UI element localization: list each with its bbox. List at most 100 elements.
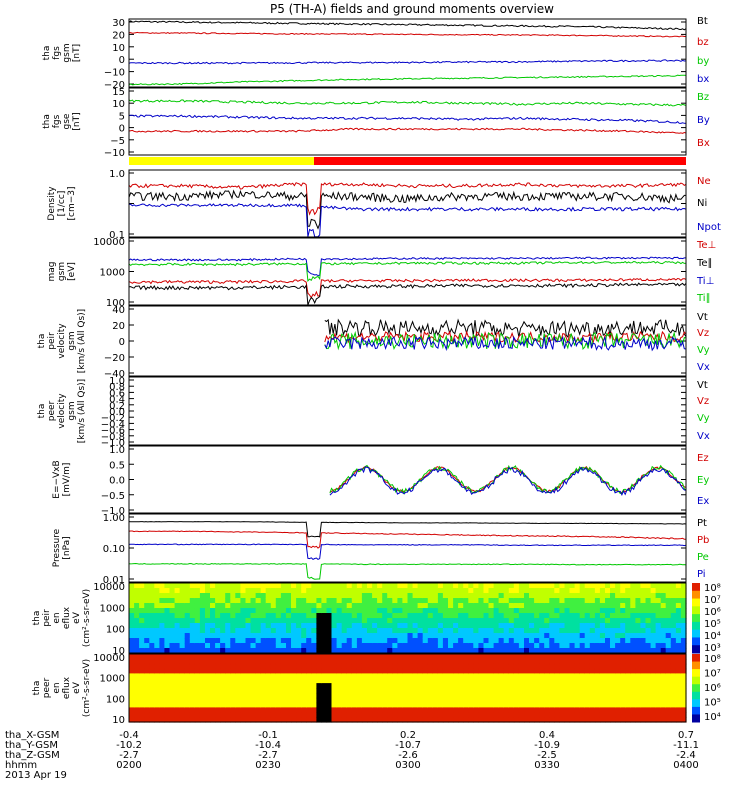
heat-cell bbox=[473, 648, 479, 654]
heat-cell bbox=[569, 663, 576, 670]
heat-cell bbox=[625, 633, 631, 639]
heat-cell bbox=[361, 688, 368, 694]
heat-cell bbox=[377, 638, 383, 644]
heat-cell bbox=[220, 608, 226, 614]
heat-cell bbox=[341, 683, 348, 689]
heat-cell bbox=[331, 717, 338, 723]
heat-cell bbox=[508, 628, 515, 634]
ylabel-fgs: tha fgs gsm [nT] bbox=[42, 43, 82, 62]
heat-cell bbox=[640, 658, 647, 665]
heat-cell bbox=[518, 633, 525, 639]
heat-cell bbox=[291, 673, 297, 679]
heat-cell bbox=[311, 593, 317, 599]
heat-cell bbox=[397, 638, 404, 644]
heat-cell bbox=[301, 702, 307, 709]
heat-cell bbox=[675, 658, 682, 665]
heat-cell bbox=[488, 593, 495, 599]
heat-cell bbox=[341, 702, 348, 709]
axis-tick-value: -2.4 bbox=[676, 750, 696, 761]
heat-cell bbox=[453, 712, 459, 718]
heat-cell bbox=[508, 608, 515, 614]
heat-cell bbox=[442, 654, 449, 660]
heat-cell bbox=[579, 588, 586, 594]
heat-cell bbox=[594, 663, 601, 670]
heat-cell bbox=[270, 658, 277, 665]
heat-cell bbox=[169, 583, 176, 589]
heat-cell bbox=[230, 598, 236, 604]
heat-cell bbox=[417, 688, 424, 694]
axis-tick-value: -10.2 bbox=[116, 740, 142, 751]
heat-cell bbox=[518, 598, 525, 604]
heat-cell bbox=[215, 618, 221, 624]
axis-row-label: hhmm bbox=[5, 760, 37, 771]
heat-cell bbox=[296, 628, 302, 634]
heat-cell bbox=[311, 583, 317, 589]
heat-cell bbox=[615, 618, 621, 624]
ylabel-line: tha bbox=[32, 611, 42, 626]
heat-cell bbox=[194, 633, 201, 639]
heat-cell bbox=[579, 658, 586, 665]
heat-cell bbox=[144, 598, 150, 604]
heat-cell bbox=[169, 638, 176, 644]
heat-cell bbox=[574, 702, 581, 709]
heat-cell bbox=[260, 593, 267, 599]
heat-cell bbox=[463, 633, 469, 639]
heat-cell bbox=[397, 618, 404, 624]
heat-cell bbox=[442, 697, 449, 704]
heat-cell bbox=[296, 658, 302, 665]
heat-cell bbox=[680, 613, 687, 619]
heat-cell bbox=[205, 707, 211, 713]
heat-cell bbox=[574, 658, 581, 665]
heat-cell bbox=[306, 654, 312, 660]
heat-cell bbox=[255, 668, 262, 675]
heat-cell bbox=[351, 673, 358, 679]
heat-cell bbox=[220, 648, 226, 654]
heat-cell bbox=[640, 633, 647, 639]
heat-cell bbox=[437, 673, 444, 679]
heat-cell bbox=[584, 707, 591, 713]
heat-cell bbox=[645, 663, 652, 670]
heat-cell bbox=[199, 692, 206, 699]
heat-cell bbox=[473, 717, 479, 723]
heat-cell bbox=[468, 608, 474, 614]
heat-cell bbox=[316, 692, 323, 699]
heat-cell bbox=[478, 603, 485, 609]
heat-cell bbox=[189, 638, 196, 644]
legend-fgs-1: bz bbox=[697, 37, 709, 48]
ytick-label: −0.5 bbox=[101, 491, 125, 502]
heat-cell bbox=[417, 663, 424, 670]
heat-cell bbox=[463, 668, 469, 675]
heat-cell bbox=[534, 663, 540, 670]
heat-cell bbox=[670, 702, 677, 709]
heat-cell bbox=[599, 643, 606, 649]
heat-cell bbox=[392, 707, 398, 713]
heat-cell bbox=[301, 707, 307, 713]
heat-cell bbox=[650, 697, 657, 704]
heat-cell bbox=[615, 717, 621, 723]
heat-cell bbox=[620, 678, 626, 684]
heat-cell bbox=[544, 678, 550, 684]
heat-cell bbox=[210, 658, 216, 665]
heat-cell bbox=[194, 673, 201, 679]
heat-cell bbox=[331, 613, 338, 619]
heat-cell bbox=[529, 712, 535, 718]
heat-cell bbox=[442, 712, 449, 718]
heat-cell bbox=[341, 648, 348, 654]
heat-cell bbox=[544, 712, 550, 718]
heat-cell bbox=[275, 712, 282, 718]
heat-cell bbox=[559, 593, 566, 599]
heat-cell bbox=[382, 638, 388, 644]
heat-cell bbox=[367, 658, 373, 665]
heat-cell bbox=[518, 688, 525, 694]
heat-cell bbox=[199, 598, 206, 604]
heat-cell bbox=[260, 654, 267, 660]
heat-cell bbox=[356, 654, 363, 660]
heat-cell bbox=[397, 633, 404, 639]
heat-cell bbox=[134, 692, 140, 699]
heat-cell bbox=[194, 608, 201, 614]
heat-cell bbox=[194, 663, 201, 670]
heat-cell bbox=[392, 643, 398, 649]
heat-cell bbox=[610, 608, 616, 614]
heat-cell bbox=[529, 603, 535, 609]
